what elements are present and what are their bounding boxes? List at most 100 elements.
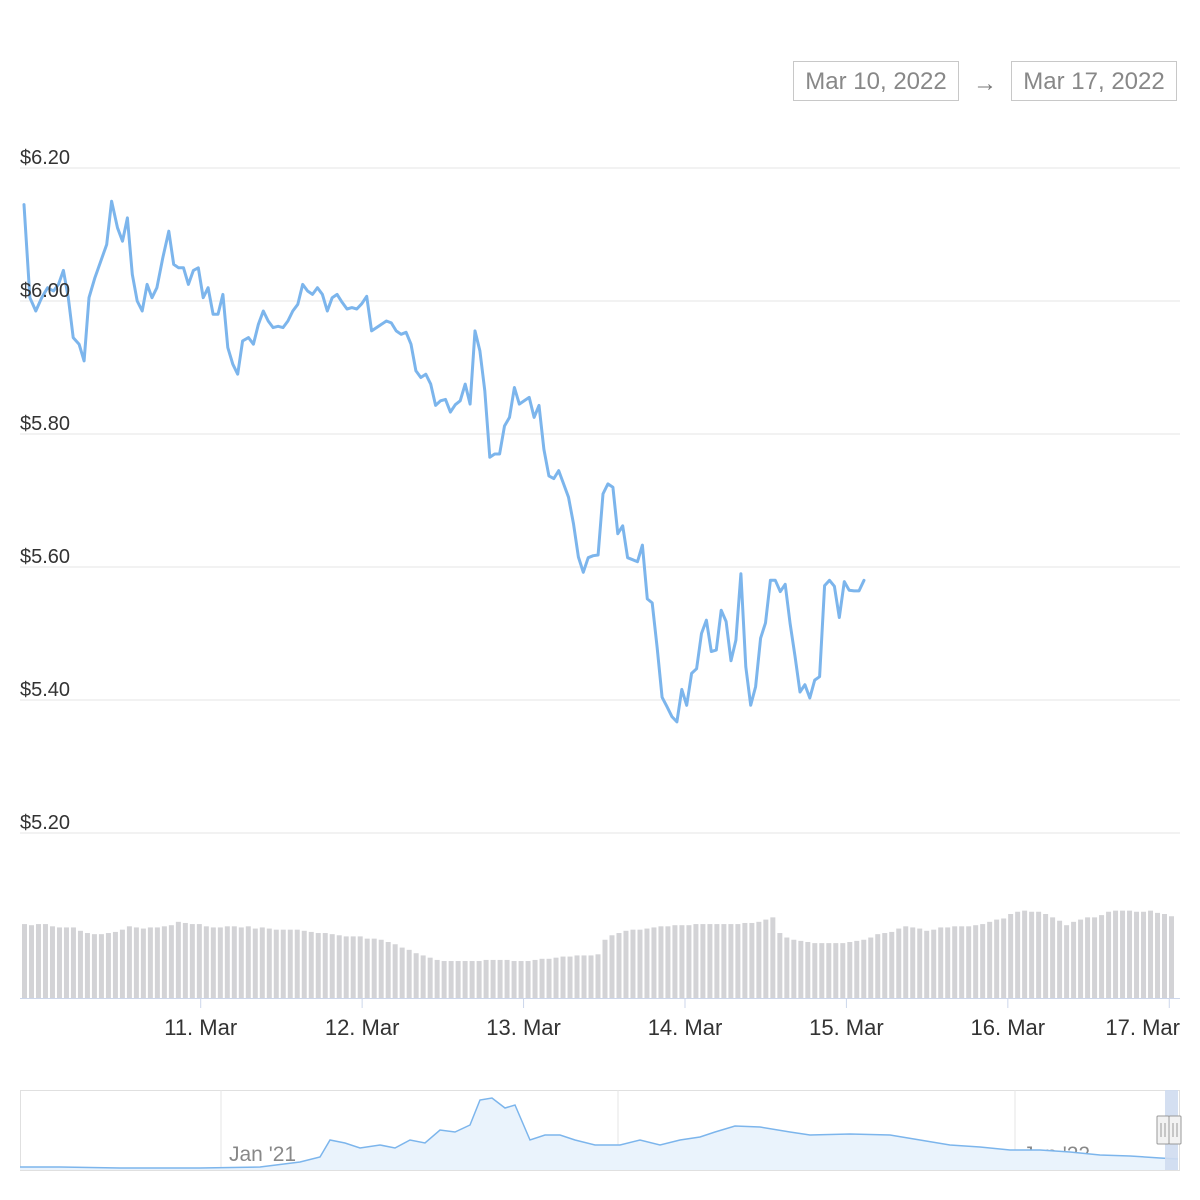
volume-bar [490,959,496,998]
volume-bar [371,938,377,998]
volume-bar [154,927,160,998]
x-axis: 11. Mar 12. Mar 13. Mar 14. Mar 15. Mar 16. M… [20,998,1180,1040]
volume-bar [1085,917,1091,998]
volume-bar [539,958,545,998]
volume-bar [966,926,972,998]
volume-bar [217,927,223,998]
navigator-handle[interactable] [1156,1115,1170,1145]
y-tick-label: $5.40 [20,679,70,701]
volume-bar [336,935,342,998]
volume-bar [413,953,419,998]
volume-bar [973,925,979,998]
volume-bar [1169,916,1174,998]
volume-bar [595,954,601,998]
volume-bar [931,929,937,998]
volume-bar [847,942,853,998]
volume-bar [1092,917,1098,998]
volume-bar [875,934,881,998]
volume-bar [329,934,335,998]
volume-bar [868,937,874,998]
y-tick-label: $6.20 [20,147,70,169]
volume-bar [455,961,461,998]
volume-bar [721,924,727,998]
volume-bar [1134,911,1140,998]
volume-bar [1078,919,1084,998]
volume-bar [560,956,566,998]
volume-bar [693,924,699,998]
volume-bar [91,934,97,998]
volume-bar [532,959,538,998]
volume-bar [889,931,895,998]
volume-bar [182,922,188,998]
range-end-input[interactable]: Mar 17, 2022 [1011,61,1177,101]
volume-bar [448,961,454,998]
range-arrow-icon: → [973,70,997,97]
volume-bar [651,927,657,998]
volume-bar [1113,910,1119,998]
volume-bar [910,927,916,998]
volume-bar [1106,911,1112,998]
navigator-tick-label: Jan '21 [229,1143,296,1166]
volume-bar [266,928,272,998]
volume-bar [1022,910,1028,998]
volume-bar [714,924,720,998]
volume-bar [1141,911,1147,998]
volume-bar [504,959,510,998]
volume-bar [637,929,643,998]
volume-bar [203,926,209,998]
volume-bar [819,943,825,998]
volume-bar [119,929,125,998]
range-start-input[interactable]: Mar 10, 2022 [793,61,959,101]
volume-bar [63,927,69,998]
volume-bar [252,928,258,998]
navigator-area [20,1098,1178,1170]
volume-bar [616,933,622,998]
volume-bar [49,926,55,998]
volume-bar [812,943,818,998]
volume-bar [427,957,433,998]
volume-bar [1015,911,1021,998]
volume-bar [35,924,41,998]
volume-bar [357,936,363,998]
volume-bar [28,925,34,998]
volume-bar [385,942,391,998]
volume-bar [700,924,706,998]
volume-bar [686,925,692,998]
x-tick-label: 16. Mar [971,1015,1046,1040]
volume-bar [476,961,482,998]
y-axis-labels: $6.20 $6.00 $5.80 $5.60 $5.40 $5.20 [20,147,70,834]
volume-bar [882,933,888,998]
volume-bar [231,926,237,998]
volume-bar [959,926,965,998]
volume-bar [98,934,104,998]
volume-bar [1001,918,1007,998]
navigator-handle[interactable] [1168,1115,1182,1145]
volume-bar [1127,910,1133,998]
navigator[interactable]: Jan '21Jul '21Jan '22 [20,1090,1182,1171]
volume-bar [84,933,90,998]
volume-bar [581,955,587,998]
volume-bar [896,928,902,998]
volume-bar [1120,910,1126,998]
volume-bar [749,922,755,998]
volume-bar [833,943,839,998]
volume-bar [126,926,132,998]
volume-bar [756,921,762,998]
volume-bar [140,928,146,998]
volume-bar [287,929,293,998]
volume-bar [1008,914,1014,998]
volume-bar [259,927,265,998]
volume-bar [658,926,664,998]
volume-bar [322,933,328,998]
volume-bar [777,933,783,998]
volume-bar [546,958,552,998]
volume-bar [735,924,741,998]
volume-bar [469,961,475,998]
volume-bar [294,929,300,998]
volume-bar [1071,921,1077,998]
volume-bar [420,955,426,998]
volume-bar [483,959,489,998]
volume-bar [861,939,867,998]
x-tick-label: 14. Mar [648,1015,723,1040]
volume-bar [770,917,776,998]
